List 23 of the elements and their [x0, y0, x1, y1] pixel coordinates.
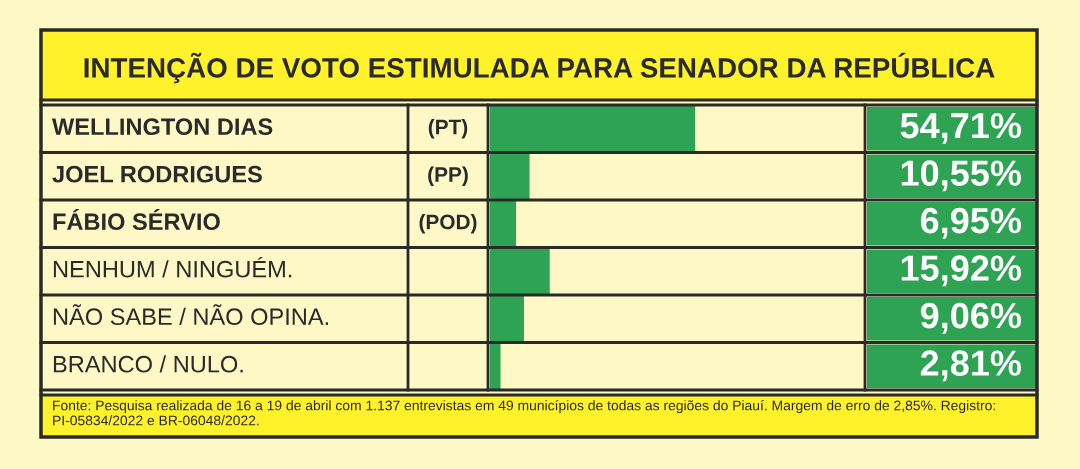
- y-tick-label: WELLINGTON DIAS: [52, 118, 273, 136]
- bar: [490, 295, 524, 343]
- chart-title: INTENÇÃO DE VOTO ESTIMULADA PARA SENADOR DA REPÚBLICA: [84, 52, 995, 84]
- bar: [490, 342, 501, 390]
- data-label: 10,55%: [901, 160, 1022, 192]
- text: (PT): [428, 119, 468, 139]
- data-label: 6,95%: [920, 207, 1022, 239]
- text: (POD): [419, 214, 477, 234]
- data-label: 54,71%: [900, 112, 1022, 144]
- bar: [490, 152, 530, 200]
- text: (PP): [428, 166, 468, 186]
- data-label: 15,92%: [901, 255, 1022, 287]
- source-note: Fonte: Pesquisa realizada de 16 a 19 de abril com 1.137 entrevistas em 49 municípios de todas as regiões do Piauí. Margem de erro de 2,85%. Registro: PI-05834/2022 e BR-06048/2022.: [53, 400, 995, 426]
- bar: [490, 247, 550, 295]
- bar: [490, 200, 517, 248]
- y-tick-label: FÁBIO SÉRVIO: [53, 208, 220, 231]
- data-label: 9,06%: [920, 302, 1022, 334]
- bar: [490, 105, 696, 153]
- data-label: 2,81%: [920, 350, 1022, 382]
- y-tick-label: JOEL RODRIGUES: [52, 165, 262, 183]
- y-tick-label: BRANCO / NULO.: [53, 355, 243, 373]
- y-tick-label: NENHUM / NINGUÉM.: [53, 256, 292, 278]
- y-tick-label: NÃO SABE / NÃO OPINA.: [53, 304, 328, 326]
